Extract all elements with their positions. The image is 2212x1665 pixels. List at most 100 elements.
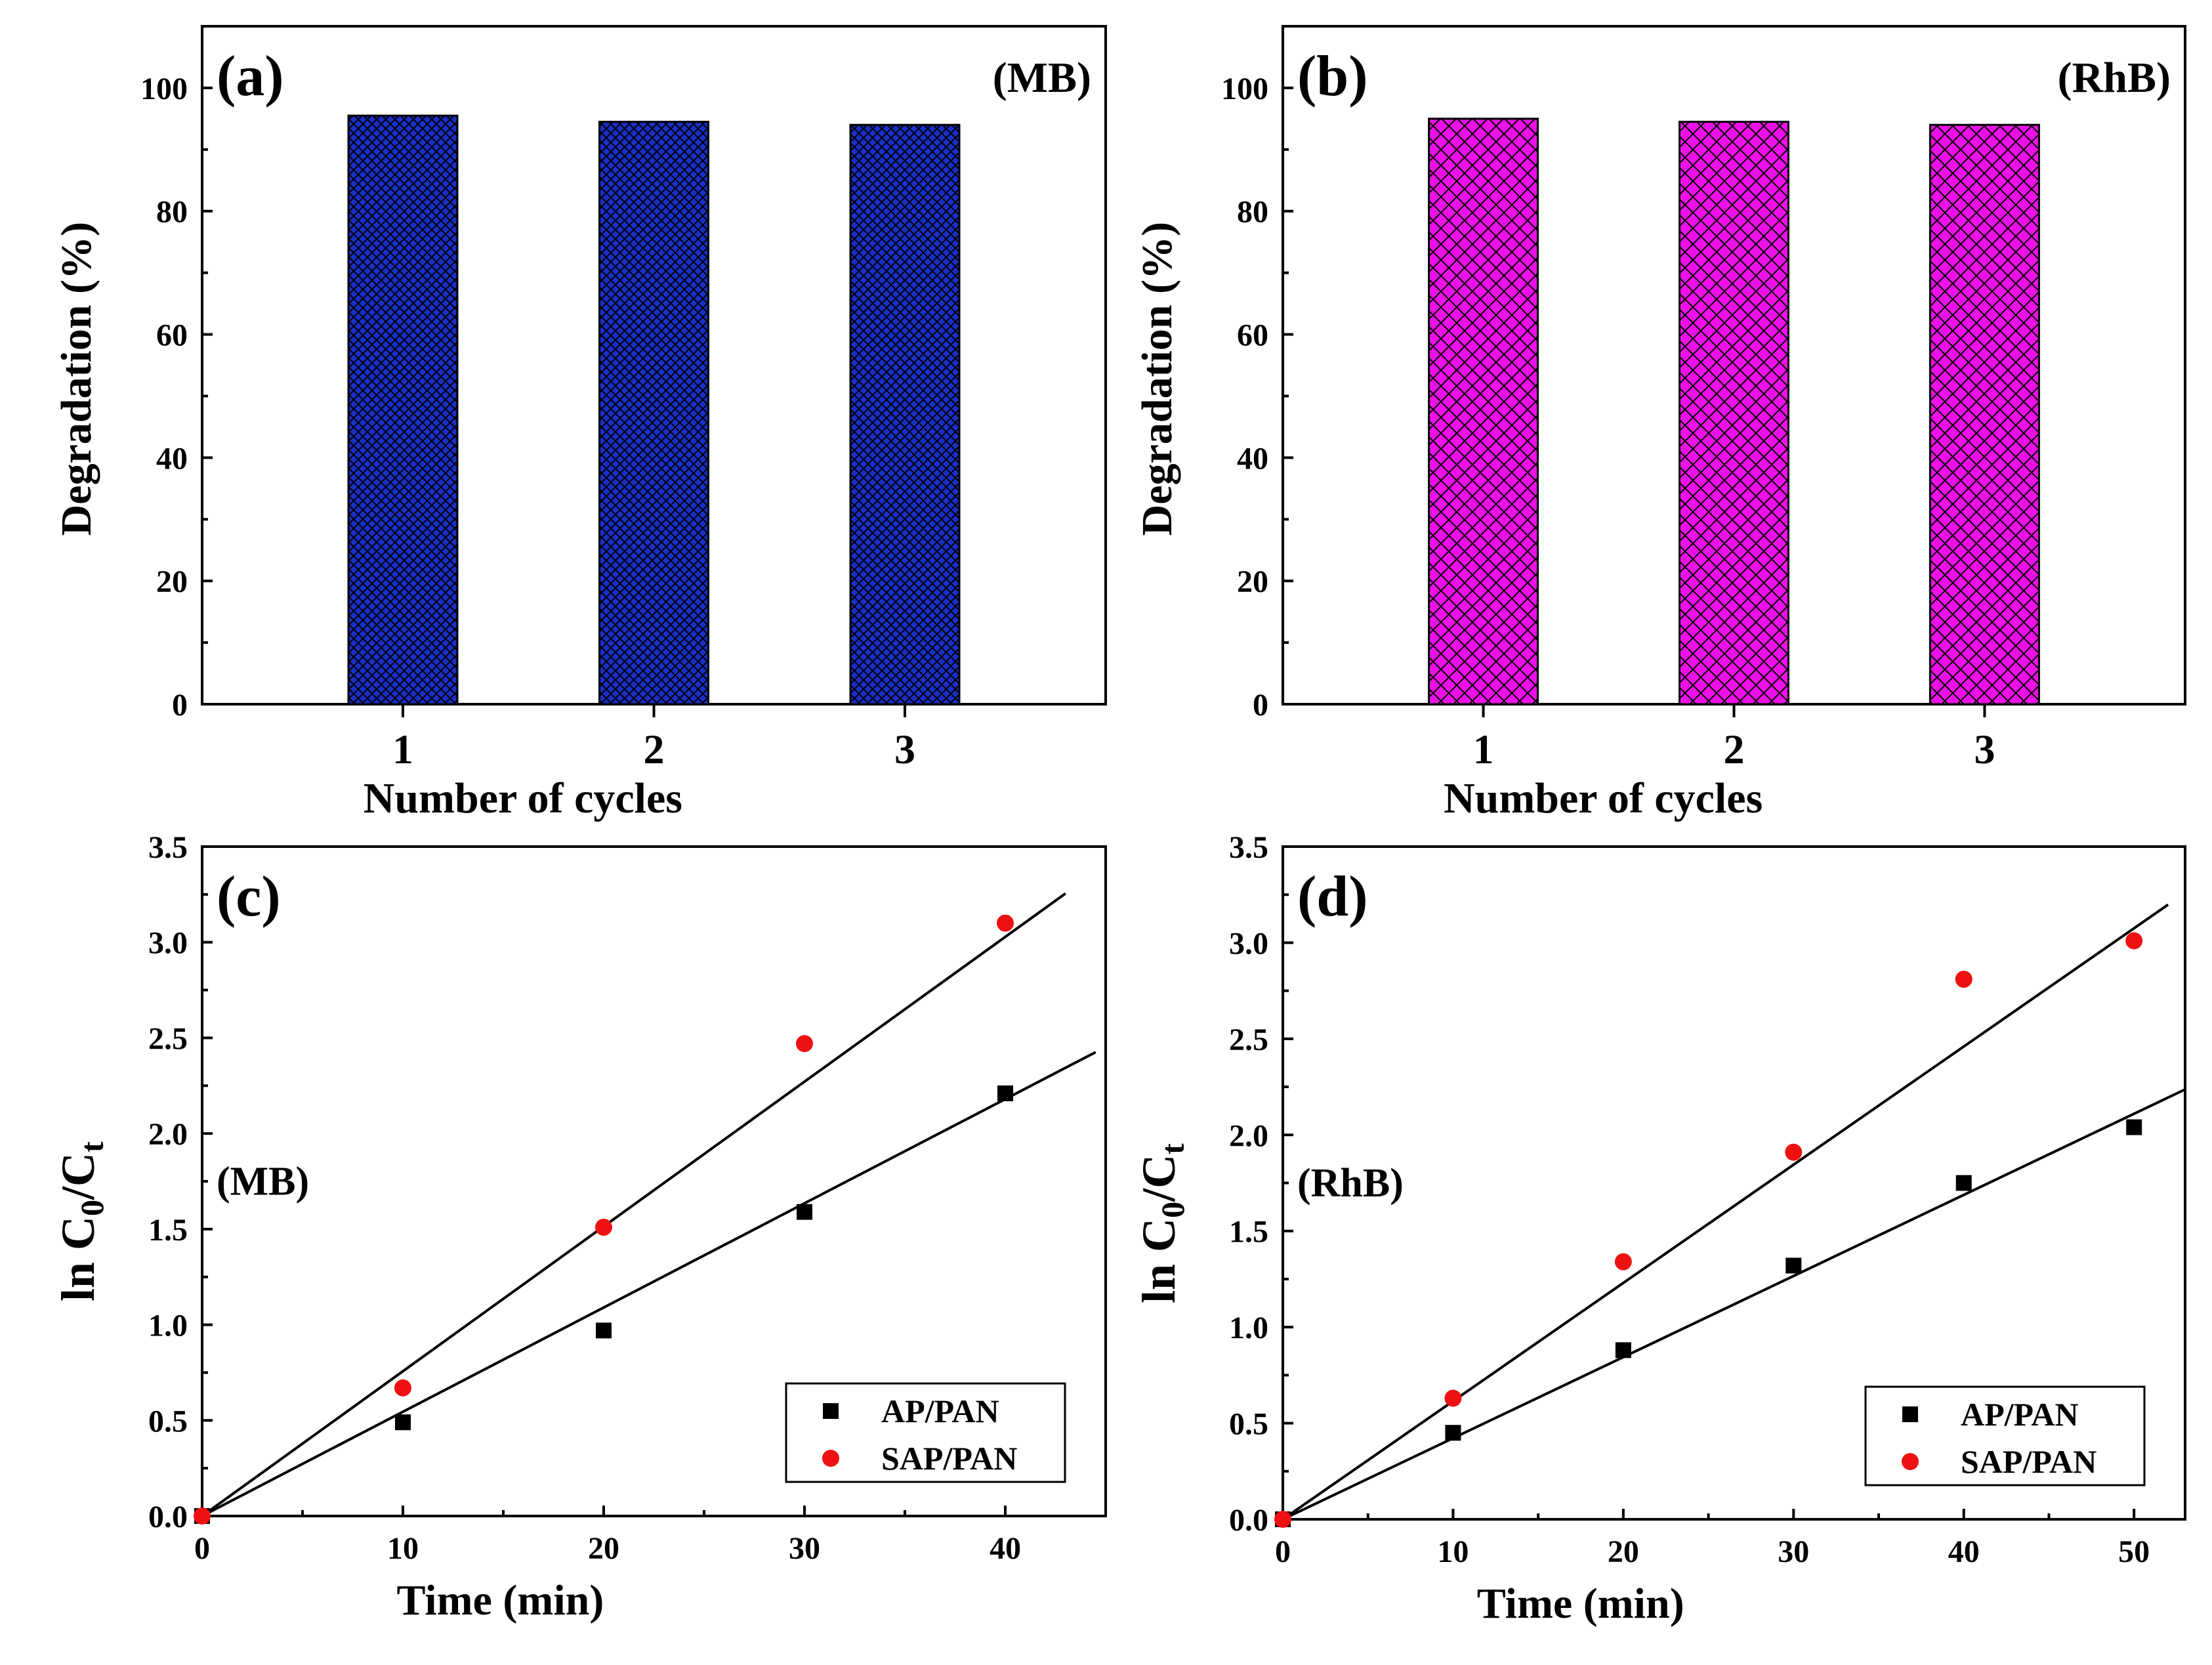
- legend-label: SAP/PAN: [881, 1440, 1017, 1477]
- y-tick-label: 1.5: [148, 1213, 188, 1248]
- panel-label: (c): [217, 865, 281, 929]
- y-axis-label: Degradation (%): [1133, 222, 1181, 536]
- bar-cycle-1: [1428, 117, 1539, 706]
- y-tick-label: 20: [1237, 564, 1268, 599]
- y-tick-label: 2.5: [1229, 1022, 1268, 1057]
- y-tick-label: 2.0: [1229, 1118, 1268, 1153]
- y-tick-label: 40: [1237, 441, 1268, 476]
- y-tick-label: 2.0: [148, 1117, 188, 1152]
- fit-line-sap-pan: [1282, 903, 2169, 1521]
- y-tick-label: 3.0: [1229, 926, 1268, 961]
- data-point-ap-pan: [395, 1414, 411, 1431]
- y-tick-label: 2.5: [148, 1021, 188, 1056]
- x-tick-label: 30: [1778, 1534, 1809, 1569]
- y-tick-label: 60: [156, 318, 188, 353]
- x-tick-label: 50: [2118, 1534, 2150, 1569]
- legend: AP/PAN SAP/PAN: [785, 1382, 1066, 1483]
- y-label-part: ln C: [1133, 1218, 1185, 1303]
- legend-marker-circle: [1902, 1453, 1919, 1470]
- y-tick-label: 100: [140, 72, 188, 106]
- y-tick-label: 0: [1253, 688, 1268, 723]
- data-point-ap-pan: [596, 1322, 612, 1339]
- y-tick-label: 80: [156, 195, 188, 230]
- data-point-sap-pan: [1955, 971, 1972, 988]
- fit-line-ap-pan: [201, 1051, 1096, 1517]
- bar-cycle-2: [1679, 121, 1789, 706]
- data-point-ap-pan: [1785, 1257, 1802, 1274]
- x-tick-label: 40: [1948, 1534, 1980, 1569]
- y-tick-label: 0.0: [1229, 1503, 1268, 1538]
- x-tick-label: 30: [789, 1531, 820, 1566]
- y-tick-label: 0: [172, 688, 188, 723]
- legend-marker-circle: [822, 1450, 839, 1467]
- x-tick-label: 2: [644, 726, 665, 772]
- data-point-ap-pan: [2126, 1119, 2142, 1135]
- bar-cycle-2: [598, 121, 709, 706]
- data-point-ap-pan: [1955, 1175, 1972, 1191]
- data-point-ap-pan: [797, 1204, 812, 1220]
- y-axis-label: ln C0/Ct: [52, 1141, 110, 1301]
- legend-label: AP/PAN: [1961, 1396, 2079, 1433]
- y-label-subscript: t: [73, 1141, 110, 1152]
- legend-marker-square: [1902, 1406, 1918, 1422]
- y-tick-label: 0.0: [148, 1500, 188, 1534]
- y-tick-label: 0.5: [1229, 1407, 1268, 1442]
- data-point-sap-pan: [394, 1379, 411, 1397]
- dataset-tag: (MB): [993, 54, 1091, 102]
- x-tick-label: 20: [588, 1531, 619, 1566]
- bar-cycle-1: [347, 114, 459, 706]
- x-tick-label: 1: [392, 726, 413, 772]
- y-tick-label: 3.5: [148, 830, 188, 865]
- data-point-sap-pan: [595, 1218, 612, 1236]
- data-point-sap-pan: [194, 1507, 211, 1525]
- panel-c: 0.0 0.5 1.0 1.5 2.0 2.5 3.0 3.5 (c) 0 10 20 30 40 Time…: [52, 830, 1107, 1624]
- y-tick-label: 0.5: [148, 1404, 188, 1439]
- y-tick-label: 20: [156, 564, 188, 599]
- data-point-ap-pan: [1445, 1425, 1461, 1441]
- x-tick-label: 2: [1724, 726, 1745, 772]
- x-axis-label: Number of cycles: [1444, 774, 1763, 822]
- data-point-sap-pan: [1444, 1389, 1462, 1407]
- panel-a: 0 20 40 60 80 100 (a) (MB) 1 2 3 Number of cycles De…: [52, 25, 1107, 822]
- panel-label: (a): [217, 45, 284, 108]
- legend: AP/PAN SAP/PAN: [1864, 1385, 2146, 1486]
- dataset-tag: (MB): [217, 1159, 309, 1204]
- dataset-tag: (RhB): [2058, 54, 2171, 102]
- x-tick-label: 0: [1275, 1534, 1291, 1569]
- bar-cycle-3: [849, 123, 961, 706]
- y-tick-label: 3.5: [1229, 830, 1268, 865]
- y-label-part: /C: [1133, 1154, 1185, 1202]
- data-point-ap-pan: [997, 1085, 1013, 1101]
- panel-label: (d): [1297, 865, 1368, 929]
- data-point-sap-pan: [997, 914, 1014, 932]
- y-tick-label: 40: [156, 441, 188, 476]
- x-tick-label: 10: [387, 1531, 419, 1566]
- y-tick-label: 1.0: [148, 1309, 188, 1343]
- y-label-subscript: t: [1154, 1143, 1191, 1154]
- y-tick-label: 1.5: [1229, 1215, 1268, 1250]
- x-tick-label: 0: [194, 1531, 210, 1566]
- panel-d: 0.0 0.5 1.0 1.5 2.0 2.5 3.0 3.5 (d) 0 10 20 30 40 50 Ti…: [1133, 830, 2186, 1628]
- x-tick-label: 20: [1608, 1534, 1639, 1569]
- y-label-subscript: 0: [1154, 1202, 1191, 1218]
- y-label-subscript: 0: [73, 1200, 110, 1216]
- y-axis-label: Degradation (%): [52, 222, 100, 536]
- data-point-sap-pan: [1785, 1143, 1803, 1161]
- y-tick-label: 100: [1221, 72, 1268, 106]
- x-axis-label: Number of cycles: [364, 774, 682, 822]
- legend-label: AP/PAN: [881, 1393, 999, 1429]
- legend-label: SAP/PAN: [1961, 1443, 2097, 1480]
- data-point-sap-pan: [1274, 1511, 1291, 1528]
- fit-line-ap-pan: [1282, 1088, 2186, 1521]
- data-point-sap-pan: [796, 1035, 813, 1053]
- y-tick-label: 60: [1237, 318, 1268, 353]
- legend-marker-square: [823, 1403, 839, 1419]
- panel-b: 0 20 40 60 80 100 (b) (RhB) 1 2 3 Number of cycles D…: [1133, 25, 2186, 822]
- dataset-tag: (RhB): [1297, 1161, 1404, 1206]
- y-tick-label: 80: [1237, 195, 1268, 230]
- data-point-sap-pan: [1614, 1253, 1632, 1271]
- x-axis-label: Time (min): [396, 1576, 604, 1624]
- fit-line-sap-pan: [201, 892, 1066, 1517]
- x-tick-label: 1: [1473, 726, 1494, 772]
